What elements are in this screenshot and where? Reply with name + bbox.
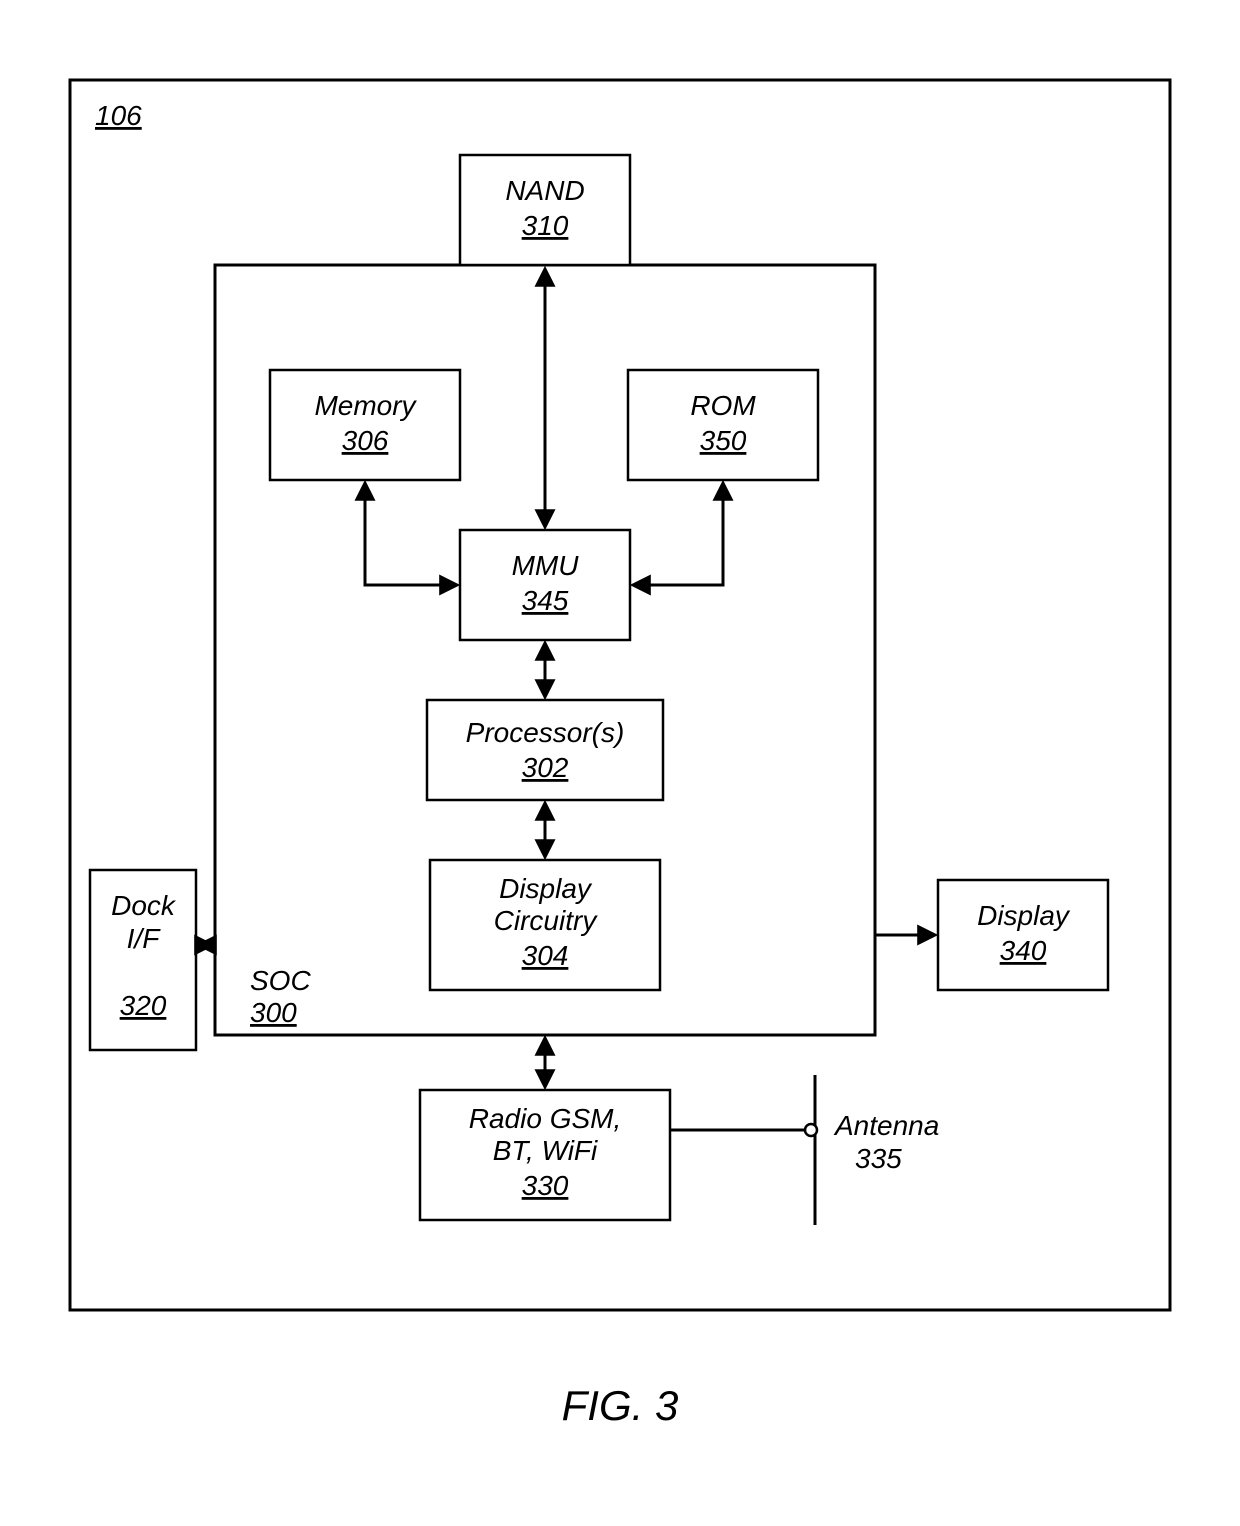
dock-num: 320: [120, 990, 167, 1021]
memory-num: 306: [342, 425, 389, 456]
mmu-label: MMU: [512, 550, 580, 581]
antenna-label: Antenna: [833, 1110, 939, 1141]
dispckt-num: 304: [522, 940, 569, 971]
rom-label: ROM: [690, 390, 756, 421]
display-label: Display: [977, 900, 1071, 931]
nand-num: 310: [522, 210, 569, 241]
radio-label2: BT, WiFi: [493, 1135, 598, 1166]
radio-num: 330: [522, 1170, 569, 1201]
rom-num: 350: [700, 425, 747, 456]
nand-label: NAND: [505, 175, 584, 206]
proc-label: Processor(s): [466, 717, 625, 748]
proc-num: 302: [522, 752, 569, 783]
proc-box: [427, 700, 663, 800]
dispckt-label1: Display: [499, 873, 593, 904]
dock-label1: Dock: [111, 890, 177, 921]
block-diagram: 106 SOC 300 NAND 310 Memory 306 ROM 350 …: [0, 0, 1240, 1526]
soc-label: SOC: [250, 965, 311, 996]
dock-label2: I/F: [127, 923, 162, 954]
memory-label: Memory: [314, 390, 417, 421]
antenna-num: 335: [855, 1143, 902, 1174]
dispckt-label2: Circuitry: [494, 905, 599, 936]
display-num: 340: [1000, 935, 1047, 966]
outer-ref-label: 106: [95, 100, 142, 131]
radio-label1: Radio GSM,: [469, 1103, 622, 1134]
soc-num: 300: [250, 997, 297, 1028]
mmu-num: 345: [522, 585, 569, 616]
figure-caption: FIG. 3: [562, 1382, 679, 1429]
